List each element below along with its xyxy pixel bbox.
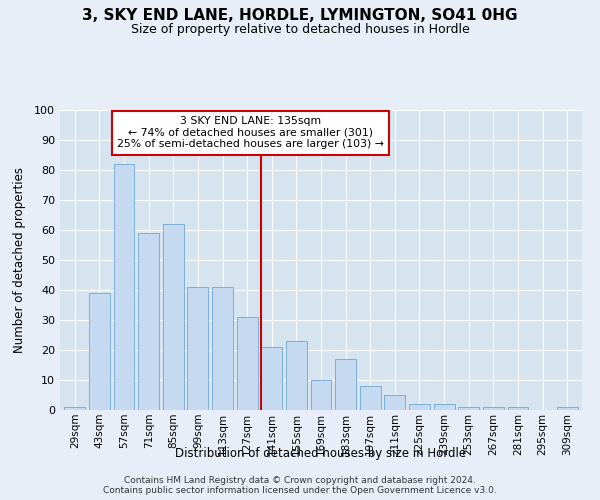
Bar bbox=[483, 407, 504, 410]
Bar bbox=[163, 224, 184, 410]
Text: Size of property relative to detached houses in Hordle: Size of property relative to detached ho… bbox=[131, 22, 469, 36]
Bar bbox=[89, 293, 110, 410]
Bar bbox=[113, 164, 134, 410]
Bar bbox=[557, 407, 578, 410]
Bar bbox=[64, 407, 85, 410]
Y-axis label: Number of detached properties: Number of detached properties bbox=[13, 167, 26, 353]
Text: 3, SKY END LANE, HORDLE, LYMINGTON, SO41 0HG: 3, SKY END LANE, HORDLE, LYMINGTON, SO41… bbox=[82, 8, 518, 22]
Bar bbox=[311, 380, 331, 410]
Bar bbox=[458, 407, 479, 410]
Bar bbox=[409, 404, 430, 410]
Bar bbox=[335, 359, 356, 410]
Bar bbox=[434, 404, 455, 410]
Bar bbox=[360, 386, 381, 410]
Bar bbox=[236, 317, 257, 410]
Bar bbox=[508, 407, 529, 410]
Bar bbox=[385, 395, 406, 410]
Bar bbox=[212, 287, 233, 410]
Bar bbox=[138, 233, 159, 410]
Bar bbox=[286, 341, 307, 410]
Text: Contains HM Land Registry data © Crown copyright and database right 2024.
Contai: Contains HM Land Registry data © Crown c… bbox=[103, 476, 497, 495]
Bar bbox=[261, 347, 282, 410]
Text: Distribution of detached houses by size in Hordle: Distribution of detached houses by size … bbox=[175, 448, 467, 460]
Text: 3 SKY END LANE: 135sqm
← 74% of detached houses are smaller (301)
25% of semi-de: 3 SKY END LANE: 135sqm ← 74% of detached… bbox=[117, 116, 384, 149]
Bar bbox=[187, 287, 208, 410]
